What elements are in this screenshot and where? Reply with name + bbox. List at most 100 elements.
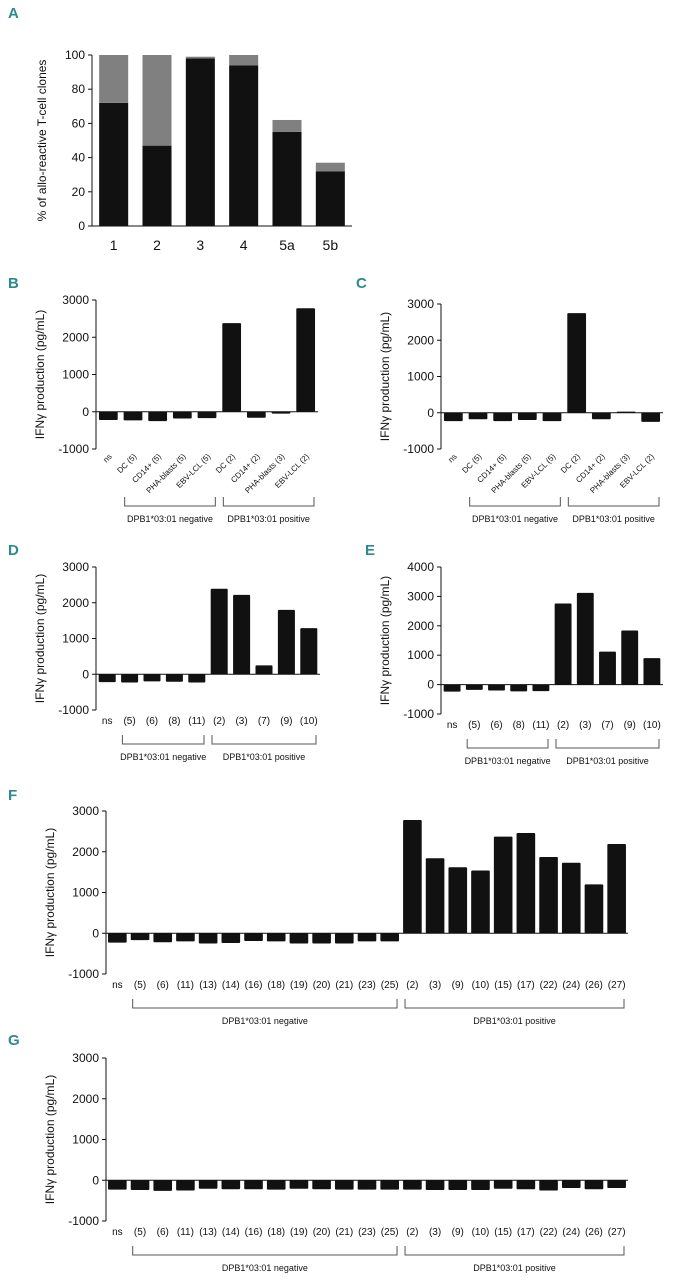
bar: [554, 603, 572, 685]
x-tick-label: ns: [112, 980, 123, 991]
y-tick-label: -1000: [403, 442, 434, 456]
x-tick-label: ns: [101, 452, 113, 464]
group-label: DPB1*03:01 negative: [222, 1263, 308, 1273]
x-tick-label: (3): [235, 716, 247, 727]
x-tick-label: (10): [472, 980, 490, 991]
bar: [591, 412, 611, 420]
bar: [98, 674, 116, 683]
bar: [471, 1180, 490, 1191]
x-tick-label: (20): [313, 1227, 331, 1238]
x-tick-label: (6): [490, 720, 502, 731]
y-tick-label: 0: [92, 926, 99, 940]
group-label: DPB1*03:01 positive: [473, 1016, 556, 1026]
x-tick-label: (11): [177, 980, 194, 991]
bracket-line: [404, 1246, 625, 1256]
x-tick-label: (3): [429, 1227, 441, 1238]
bar-upper: [142, 55, 172, 146]
bar: [584, 884, 604, 934]
bracket-line: [404, 999, 625, 1009]
bar: [271, 411, 291, 414]
bracket-line: [222, 497, 315, 507]
x-tick-label: (22): [540, 1227, 558, 1238]
bracket-line: [469, 497, 561, 507]
panel-g: G -1000 0 1000 2000 3000 IFNγ production (pg/…: [8, 1032, 628, 1273]
group-label: DPB1*03:01 negative: [472, 514, 558, 524]
x-tick-label: 2: [153, 237, 161, 253]
bar: [221, 933, 241, 944]
bar: [244, 933, 263, 941]
x-tick-label: (21): [335, 980, 353, 991]
y-tick-label: 3000: [72, 1051, 99, 1065]
bar: [172, 411, 192, 419]
bar: [176, 933, 195, 942]
y-tick-label: 0: [82, 667, 89, 681]
x-tick-label: (9): [280, 716, 292, 727]
x-tick-label: (2): [213, 716, 225, 727]
x-tick-label: (10): [643, 720, 661, 731]
bracket-line: [124, 497, 216, 507]
y-tick-label: 2000: [407, 619, 434, 633]
bar: [148, 411, 168, 422]
y-tick-label: -1000: [68, 967, 99, 981]
bar: [222, 323, 242, 412]
chart-d-plot: -1000 0 1000 2000 3000 IFNγ production (pg/mL…: [33, 560, 320, 762]
x-tick-label: (9): [624, 720, 636, 731]
bar: [121, 674, 139, 683]
x-tick-label: (27): [608, 1227, 626, 1238]
bar: [221, 1180, 241, 1190]
bar: [296, 308, 316, 412]
x-tick-label: (9): [452, 980, 464, 991]
group-bracket-negative: DPB1*03:01 negative: [124, 497, 216, 524]
group-label: DPB1*03:01 negative: [127, 514, 213, 524]
bar: [357, 933, 377, 942]
bar: [98, 411, 118, 420]
y-tick-label: 1000: [72, 1133, 99, 1147]
chart-f-plot: -1000 0 1000 2000 3000 IFNγ production (pg/mL…: [43, 804, 628, 1026]
bar: [542, 412, 562, 422]
bar-lower: [142, 145, 172, 226]
bar: [599, 651, 616, 685]
bar: [641, 412, 661, 422]
group-bracket-positive: DPB1*03:01 positive: [211, 735, 317, 762]
bar: [488, 684, 505, 691]
panel-letter-d: D: [8, 542, 19, 559]
bar: [576, 592, 594, 685]
bar: [443, 412, 463, 422]
bar: [108, 933, 127, 943]
bar: [448, 1180, 468, 1191]
bar: [510, 684, 528, 692]
y-tick-label: 2000: [72, 845, 99, 859]
group-label: DPB1*03:01 positive: [473, 1263, 556, 1273]
group-bracket-positive: DPB1*03:01 positive: [567, 497, 660, 524]
x-tick-label: (9): [452, 1227, 464, 1238]
x-tick-label: (8): [168, 716, 180, 727]
chart-c-plot: -1000 0 1000 2000 3000 IFNγ production (pg/mL…: [378, 297, 663, 524]
y-tick-label: 0: [82, 405, 89, 419]
chart-b-plot: -1000 0 1000 2000 3000 IFNγ production (pg/mL…: [33, 293, 318, 524]
x-tick-label: (19): [290, 1227, 308, 1238]
group-label: DPB1*03:01 negative: [222, 1016, 308, 1026]
bar: [289, 933, 309, 944]
chart-a-plot: 0 20 40 60 80 100 % of allo-reactive T-cell cl…: [35, 48, 352, 253]
bracket-line: [555, 739, 660, 749]
bar: [233, 594, 251, 675]
x-tick-label: (2): [406, 980, 418, 991]
bar: [188, 674, 206, 683]
bar-lower: [99, 102, 129, 226]
y-tick-label: 3000: [407, 297, 434, 311]
group-label: DPB1*03:01 negative: [465, 756, 551, 766]
bar-lower: [315, 171, 345, 226]
bracket-line: [132, 999, 398, 1009]
x-tick-label: (19): [290, 980, 308, 991]
y-tick-label: 0: [427, 678, 434, 692]
y-tick-label: 40: [72, 151, 86, 165]
bar-upper: [315, 162, 345, 172]
group-label: DPB1*03:01 positive: [223, 752, 306, 762]
panel-e: E -1000 0 1000 2000 3000 4000 IFNγ production …: [365, 542, 663, 766]
bar: [210, 588, 228, 675]
bracket-line: [211, 735, 317, 745]
y-tick-label: 2000: [62, 596, 89, 610]
bar: [539, 1180, 558, 1191]
bar: [403, 1180, 422, 1190]
x-tick-label: (5): [468, 720, 480, 731]
